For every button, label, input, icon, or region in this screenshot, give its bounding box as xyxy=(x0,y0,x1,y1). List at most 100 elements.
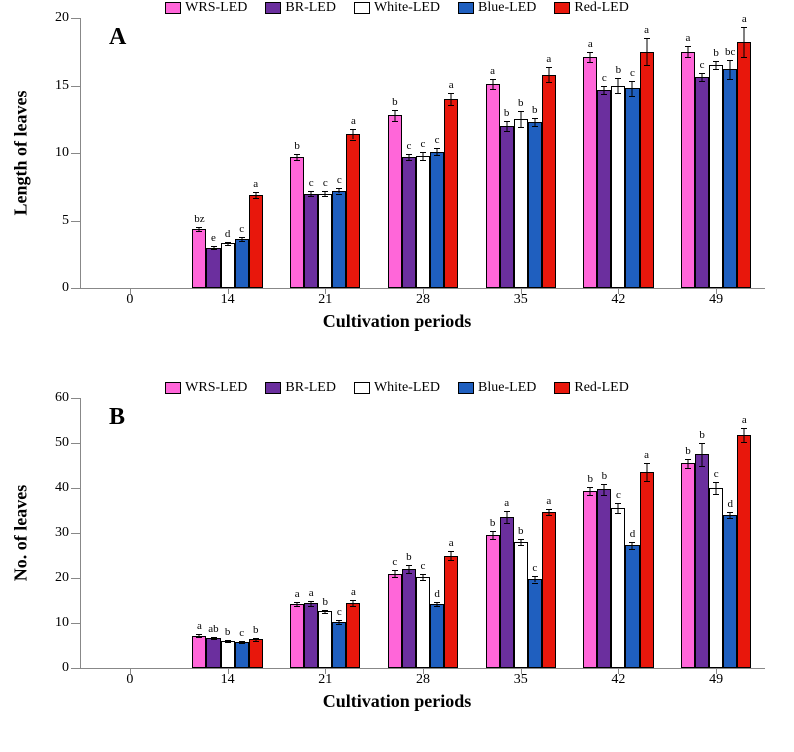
error-cap xyxy=(336,194,342,195)
legend-swatch xyxy=(458,382,474,394)
error-cap xyxy=(350,140,356,141)
y-tick-label: 50 xyxy=(55,435,81,451)
x-tick xyxy=(228,668,229,674)
error-cap xyxy=(713,61,719,62)
significance-label: b xyxy=(685,445,691,457)
error-cap xyxy=(727,512,733,513)
error-cap xyxy=(727,79,733,80)
significance-label: d xyxy=(225,228,231,240)
bar xyxy=(597,90,611,288)
figure-container: WRS-LEDBR-LEDWhite-LEDBlue-LEDRed-LED A … xyxy=(0,0,794,752)
significance-label: a xyxy=(588,38,593,50)
bar xyxy=(625,545,639,668)
error-cap xyxy=(629,542,635,543)
error-cap xyxy=(601,484,607,485)
error-cap xyxy=(211,249,217,250)
error-cap xyxy=(196,227,202,228)
error-cap xyxy=(420,160,426,161)
error-cap xyxy=(644,481,650,482)
error-cap xyxy=(406,565,412,566)
significance-label: a xyxy=(686,32,691,44)
bar xyxy=(304,194,318,289)
bar xyxy=(318,194,332,289)
error-cap xyxy=(518,539,524,540)
significance-label: a xyxy=(742,13,747,25)
bar xyxy=(346,134,360,288)
bar xyxy=(388,115,402,288)
legend-label: Blue-LED xyxy=(478,0,536,16)
error-bar xyxy=(716,482,717,494)
significance-label: b xyxy=(616,64,622,76)
bar xyxy=(332,622,346,668)
bar xyxy=(681,463,695,668)
error-bar xyxy=(688,459,689,468)
significance-label: c xyxy=(323,177,328,189)
error-cap xyxy=(434,602,440,603)
significance-label: b xyxy=(518,525,524,537)
bar xyxy=(709,65,723,288)
error-bar xyxy=(394,110,395,121)
y-tick-label: 20 xyxy=(55,570,81,586)
error-bar xyxy=(520,111,521,127)
legend-item: WRS-LED xyxy=(165,0,247,16)
significance-label: c xyxy=(602,72,607,84)
significance-label: bc xyxy=(725,46,735,58)
panel-b-letter: B xyxy=(109,404,125,431)
bar xyxy=(611,86,625,289)
error-cap xyxy=(196,634,202,635)
legend-item: Blue-LED xyxy=(458,0,536,16)
error-bar xyxy=(492,531,493,539)
error-cap xyxy=(741,442,747,443)
error-cap xyxy=(225,642,231,643)
significance-label: a xyxy=(449,537,454,549)
error-cap xyxy=(225,245,231,246)
error-cap xyxy=(699,81,705,82)
y-tick-label: 5 xyxy=(62,213,81,229)
error-cap xyxy=(294,606,300,607)
error-bar xyxy=(716,61,717,69)
error-cap xyxy=(490,89,496,90)
error-bar xyxy=(618,503,619,513)
error-cap xyxy=(336,188,342,189)
significance-label: d xyxy=(434,588,440,600)
significance-label: b xyxy=(588,473,594,485)
error-cap xyxy=(392,570,398,571)
bar xyxy=(737,42,751,288)
error-cap xyxy=(644,463,650,464)
significance-label: bz xyxy=(194,213,204,225)
panel-a: WRS-LEDBR-LEDWhite-LEDBlue-LEDRed-LED A … xyxy=(0,0,794,332)
error-bar xyxy=(451,551,452,561)
legend-label: Blue-LED xyxy=(478,380,536,396)
bar xyxy=(695,454,709,668)
significance-label: e xyxy=(211,232,216,244)
legend-swatch xyxy=(554,382,570,394)
error-cap xyxy=(713,482,719,483)
significance-label: c xyxy=(435,134,440,146)
error-cap xyxy=(420,152,426,153)
error-bar xyxy=(604,484,605,495)
panel-a-letter: A xyxy=(109,24,126,51)
significance-label: a xyxy=(351,115,356,127)
significance-label: c xyxy=(337,174,342,186)
error-cap xyxy=(644,38,650,39)
significance-label: a xyxy=(644,24,649,36)
error-cap xyxy=(504,511,510,512)
error-bar xyxy=(604,86,605,94)
error-cap xyxy=(615,78,621,79)
error-cap xyxy=(448,560,454,561)
legend-item: Red-LED xyxy=(554,380,628,396)
y-tick-label: 20 xyxy=(55,10,81,26)
bar xyxy=(486,535,500,668)
error-cap xyxy=(587,62,593,63)
error-cap xyxy=(336,624,342,625)
bar xyxy=(500,126,514,288)
error-cap xyxy=(546,515,552,516)
bar xyxy=(318,611,332,668)
legend-label: White-LED xyxy=(374,380,440,396)
x-tick xyxy=(130,288,131,294)
bar xyxy=(597,489,611,668)
error-cap xyxy=(504,121,510,122)
error-bar xyxy=(646,38,647,65)
error-cap xyxy=(434,606,440,607)
error-cap xyxy=(211,637,217,638)
